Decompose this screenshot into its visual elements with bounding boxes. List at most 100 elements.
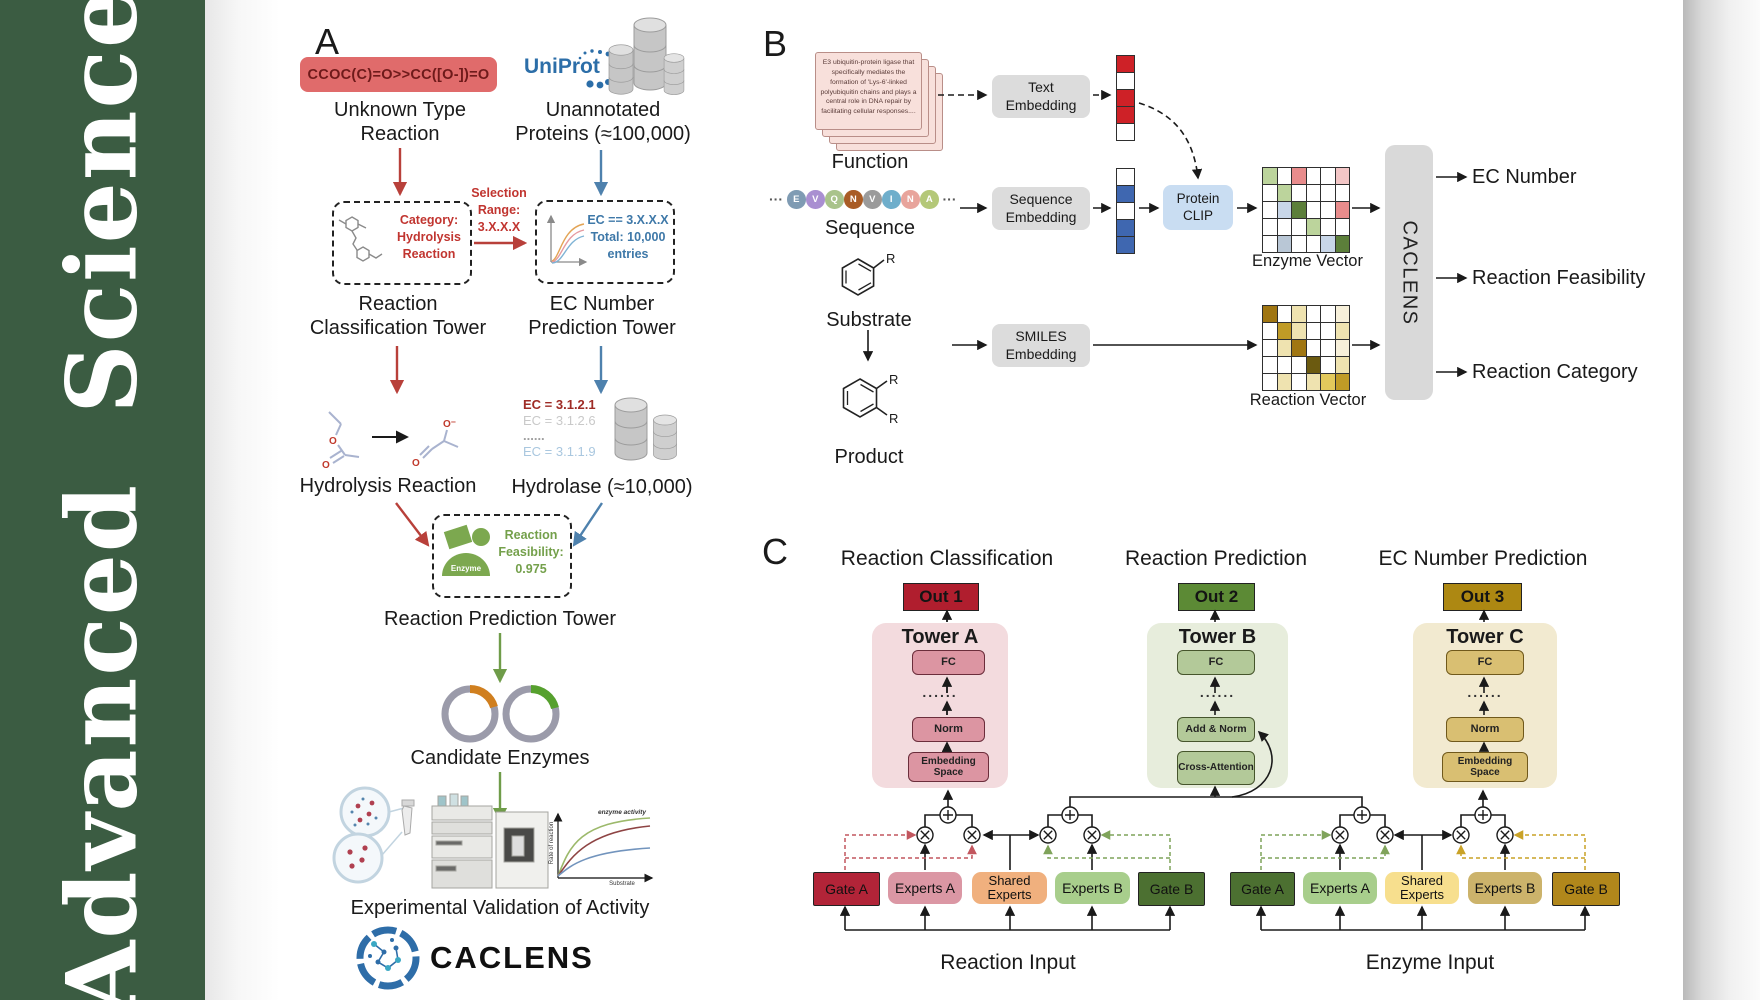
matrix-cell	[1335, 340, 1349, 356]
kinetics-plot	[553, 812, 654, 883]
feasibility-line3: 0.975	[515, 561, 547, 576]
matrix-cell	[1277, 374, 1291, 390]
multiply-icon	[1496, 826, 1514, 844]
matrix-cell	[1292, 374, 1306, 390]
unannotated-line2: Proteins (≈100,000)	[515, 123, 691, 146]
moe-right-gate-dashes	[1260, 830, 1586, 870]
moe-right-shared-experts: Shared Experts	[1385, 872, 1459, 904]
panel-a-label: A	[314, 21, 339, 62]
product-molecule: R R	[842, 372, 898, 426]
text-embedding-label: Text Embedding	[1006, 79, 1077, 115]
matrix-cell	[1277, 357, 1291, 373]
tower-c-title: Tower C	[1446, 626, 1524, 648]
matrix-cell	[1263, 340, 1277, 356]
ec-box-line1: EC == 3.X.X.X	[587, 213, 669, 227]
journal-name: Advanced Science	[45, 0, 159, 1000]
matrix-cell	[1335, 185, 1349, 201]
matrix-cell	[1321, 306, 1335, 322]
sequence-embedding-label: Sequence Embedding	[1006, 191, 1077, 227]
matrix-cell	[1321, 323, 1335, 339]
heading-reaction-prediction: Reaction Prediction	[1124, 547, 1308, 570]
hplc-instrument-icon	[431, 793, 549, 889]
matrix-cell	[1263, 236, 1277, 252]
matrix-cell	[1335, 168, 1349, 184]
sequence-embedding-box: Sequence Embedding	[992, 187, 1090, 230]
classification-tower-line1: Reaction	[358, 293, 438, 315]
vector-cell	[1117, 237, 1134, 253]
output-ec-number: EC Number	[1472, 166, 1577, 188]
tower-b-dots: ......	[1199, 684, 1236, 700]
reaction-classification-box	[332, 201, 472, 285]
tower-b-fc: FC	[1177, 650, 1255, 675]
arrow-hydrolysis-to-prediction	[395, 502, 430, 547]
ethyl-acetate-molecule: O O	[322, 411, 360, 471]
matrix-cell	[1292, 306, 1306, 322]
matrix-cell	[1321, 236, 1335, 252]
moe-left-gate-b: Gate B	[1138, 872, 1205, 906]
out1-box: Out 1	[903, 583, 979, 611]
caclens-bar-label: CACLENS	[1398, 220, 1421, 325]
unknown-reaction-label: Unknown Type Reaction	[308, 98, 492, 147]
unannotated-proteins-label: Unannotated Proteins (≈100,000)	[498, 98, 708, 147]
function-card: E3 ubiquitin-protein ligase that specifi…	[815, 52, 922, 130]
heading-reaction-classification: Reaction Classification	[840, 547, 1054, 570]
reaction-smiles-box: CCOC(C)=O>>CC([O-])=O	[300, 57, 497, 92]
matrix-cell	[1306, 340, 1320, 356]
matrix-cell	[1263, 185, 1277, 201]
reaction-input-label: Reaction Input	[940, 951, 1076, 974]
matrix-cell	[1335, 323, 1349, 339]
vector-cell	[1117, 169, 1134, 185]
unknown-reaction-line1: Unknown Type	[334, 99, 466, 121]
enzyme-vector-matrix	[1262, 167, 1350, 253]
matrix-cell	[1335, 374, 1349, 390]
matrix-cell	[1277, 306, 1291, 322]
matrix-cell	[1306, 168, 1320, 184]
tower-b-add-norm: Add & Norm	[1177, 717, 1255, 742]
tower-b-cross-attention: Cross-Attention	[1177, 751, 1255, 785]
matrix-cell	[1292, 168, 1306, 184]
arrow-text-vector-to-clip	[1138, 102, 1203, 180]
caclens-wordmark: CACLENS	[430, 940, 594, 975]
residue-circle: I	[882, 190, 901, 209]
page-curl-shadow	[1683, 0, 1760, 1000]
ec-box-line3: entries	[607, 246, 649, 261]
matrix-cell	[1306, 306, 1320, 322]
text-embedding-l1: Text	[1028, 78, 1054, 95]
category-line2: Hydrolysis	[397, 229, 461, 244]
matrix-cell	[1292, 202, 1306, 218]
classification-tower-label: Reaction Classification Tower	[298, 292, 498, 341]
matrix-cell	[1277, 236, 1291, 252]
matrix-cell	[1277, 323, 1291, 339]
matrix-cell	[1321, 185, 1335, 201]
tower-c-embedding: Embedding Space	[1442, 752, 1528, 782]
protein-clip-label: Protein CLIP	[1177, 191, 1220, 225]
uniprot-logo-text: UniProt	[524, 55, 600, 78]
plus-icon	[939, 806, 957, 824]
atom-o-minus: O⁻	[443, 419, 456, 430]
residue-circle: V	[806, 190, 825, 209]
caclens-model-bar: CACLENS	[1385, 145, 1433, 400]
validation-label: Experimental Validation of Activity	[350, 897, 650, 919]
sequence-ellipsis-left: ···	[769, 191, 783, 208]
out2-box: Out 2	[1178, 583, 1255, 611]
cross-attention-rail	[1069, 796, 1363, 807]
reaction-prediction-box	[432, 514, 572, 598]
multiply-icon	[1376, 826, 1394, 844]
smiles-embedding-l1: SMILES	[1015, 327, 1067, 344]
ec-list-item: ......	[523, 428, 545, 444]
sequence-embedding-l2: Embedding	[1005, 208, 1077, 225]
matrix-cell	[1321, 340, 1335, 356]
matrix-cell	[1306, 323, 1320, 339]
moe-left-experts-a: Experts A	[888, 872, 962, 904]
matrix-cell	[1292, 340, 1306, 356]
residue-circle: N	[901, 190, 920, 209]
protein-clip-l2: CLIP	[1182, 207, 1213, 223]
tower-a-title: Tower A	[901, 626, 979, 648]
enzyme-vector-label: Enzyme Vector	[1252, 252, 1363, 270]
substrate-label: Substrate	[826, 309, 912, 331]
atom-o-ester: O	[329, 436, 337, 447]
kinetics-ylabel: Rate of reaction	[549, 821, 555, 865]
moe-right-gate-b: Gate B	[1552, 872, 1620, 906]
substrate-molecule: R	[841, 251, 895, 296]
text-embedding-l2: Embedding	[1005, 96, 1077, 113]
